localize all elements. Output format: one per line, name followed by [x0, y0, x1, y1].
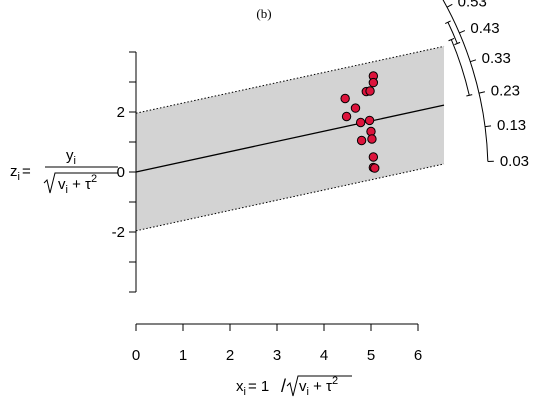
chart-title: (b): [256, 6, 271, 21]
svg-text:vi + τ2: vi + τ2: [299, 375, 338, 398]
y-axis: -202: [112, 52, 136, 292]
arc-tick-mark: [485, 126, 491, 127]
x-tick-label: 6: [414, 347, 422, 364]
x-axis: 0 1 2 3 4 5 6: [132, 324, 422, 364]
svg-text:yi: yi: [66, 147, 76, 167]
x-tick-label: 0: [132, 347, 140, 364]
arc-tick-mark: [470, 60, 476, 62]
y-tick-label: 2: [117, 104, 125, 121]
data-point-4: [366, 87, 374, 95]
data-point-9: [365, 116, 373, 124]
arc-tick-label: 0.03: [500, 153, 529, 170]
x-tick-label: 1: [179, 347, 187, 364]
x-tick-label: 4: [320, 347, 328, 364]
arc-tick-label: 0.33: [482, 50, 511, 67]
arc-bracket: [451, 40, 469, 96]
data-point-6: [351, 104, 359, 112]
svg-text:vi + τ2: vi + τ2: [58, 173, 97, 196]
arc-scale: 0.630.530.430.330.230.130.03: [434, 0, 529, 170]
svg-text:zi=: zi=: [10, 163, 31, 183]
data-point-8: [356, 118, 364, 126]
arc-bracket-cap: [466, 95, 472, 96]
arc-tick-label: 0.13: [497, 117, 526, 134]
data-point-13: [369, 153, 377, 161]
data-point-5: [341, 94, 349, 102]
x-tick-label: 5: [367, 347, 375, 364]
arc-tick-mark: [447, 4, 452, 7]
x-tick-label: 2: [226, 347, 234, 364]
x-ticks: 0 1 2 3 4 5 6: [132, 324, 422, 364]
data-point-15: [371, 164, 379, 172]
y-tick-label: -2: [112, 224, 125, 241]
data-point-12: [357, 136, 365, 144]
y-axis-label: zi= yi vi + τ2: [10, 147, 118, 196]
arc-tick-label: 0.23: [491, 82, 520, 99]
svg-text:/: /: [281, 376, 286, 396]
plot-area: [136, 46, 444, 230]
arc-tick-mark: [479, 92, 485, 93]
x-tick-label: 3: [273, 347, 281, 364]
svg-text:xi= 1: xi= 1: [236, 378, 269, 398]
arc-tick-label: 0.43: [470, 20, 499, 37]
y-ticks: -202: [112, 52, 136, 292]
data-point-2: [369, 78, 377, 86]
arc-tick-label: 0.53: [458, 0, 487, 11]
data-point-7: [342, 112, 350, 120]
data-point-11: [368, 135, 376, 143]
arc-tick-mark: [459, 31, 465, 33]
x-axis-label: xi= 1 / vi + τ2: [236, 375, 352, 398]
